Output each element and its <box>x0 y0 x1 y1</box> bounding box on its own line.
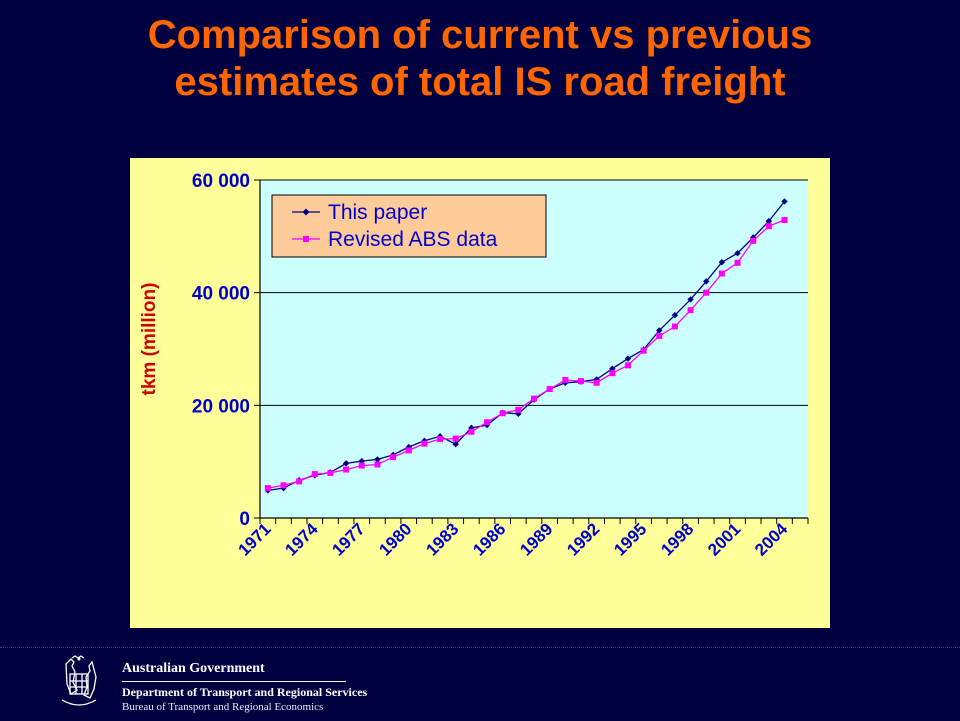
data-point <box>750 234 757 241</box>
data-point <box>734 250 741 257</box>
legend-box <box>271 194 547 258</box>
data-point <box>327 469 334 476</box>
org-name: Australian Government <box>122 661 265 676</box>
data-point <box>296 478 303 485</box>
data-point <box>624 355 632 362</box>
legend-marker <box>302 208 310 216</box>
data-point <box>264 485 271 492</box>
data-point <box>656 327 663 334</box>
data-point <box>593 379 600 386</box>
data-point <box>421 440 428 447</box>
data-point <box>718 270 725 277</box>
legend: This paper Revised ABS data <box>271 194 547 258</box>
data-point <box>515 406 522 413</box>
legend-label: This paper <box>328 201 427 224</box>
series-line <box>267 200 786 492</box>
y-tick-label: 60 000 <box>192 171 250 192</box>
data-point <box>390 454 397 461</box>
data-point <box>671 312 679 319</box>
slide-title-line2: estimates of total IS road freight <box>174 60 786 104</box>
data-point <box>765 223 772 230</box>
data-point <box>687 307 694 314</box>
legend-label: Revised ABS data <box>328 228 498 251</box>
series-line <box>267 219 785 489</box>
data-point <box>437 436 444 443</box>
legend-entry: This paper <box>292 201 427 224</box>
data-point <box>624 362 631 369</box>
gridlines <box>260 179 808 406</box>
data-point <box>750 237 757 244</box>
data-point <box>687 296 694 303</box>
data-point <box>546 385 553 392</box>
data-point <box>781 216 788 223</box>
data-point <box>734 259 741 266</box>
legend-marker <box>303 236 309 242</box>
data-point <box>531 395 537 402</box>
y-tick-label: 0 <box>239 509 250 530</box>
y-tick-label: 20 000 <box>192 396 250 417</box>
data-point <box>640 347 647 354</box>
data-point <box>374 456 381 463</box>
org-divider <box>122 681 346 682</box>
y-tick-label: 40 000 <box>192 284 250 305</box>
data-point <box>671 323 678 330</box>
data-point <box>781 198 788 205</box>
data-point <box>562 376 569 383</box>
data-point <box>499 410 506 417</box>
data-point <box>656 333 663 340</box>
coat-of-arms-icon <box>48 654 110 716</box>
data-point <box>343 466 350 473</box>
data-point <box>718 259 726 266</box>
slide-title: Comparison of current vs previous estima… <box>40 12 920 106</box>
data-point <box>468 428 475 435</box>
data-point <box>358 462 365 469</box>
series-revised-abs-data <box>264 216 788 492</box>
slide-title-line1: Comparison of current vs previous <box>147 13 813 57</box>
data-point <box>703 289 710 296</box>
chart: 0 20 000 40 000 60 000 1971 1974 1977 1980 1983 1… <box>130 158 830 628</box>
data-point <box>452 435 459 442</box>
data-point <box>311 471 318 478</box>
data-point <box>577 378 584 385</box>
data-point <box>405 447 412 454</box>
y-axis-label: tkm (million) <box>139 283 160 396</box>
data-point <box>484 419 491 426</box>
legend-entry: Revised ABS data <box>292 228 498 251</box>
data-point <box>452 441 459 448</box>
footer-divider <box>0 647 960 648</box>
data-point <box>280 482 287 489</box>
data-point <box>374 461 381 468</box>
data-point <box>609 370 616 377</box>
data-point <box>703 278 710 285</box>
bureau-name: Bureau of Transport and Regional Economi… <box>122 701 324 713</box>
department-name: Department of Transport and Regional Ser… <box>122 685 368 699</box>
data-point <box>765 217 773 225</box>
government-branding: Australian Government Department of Tran… <box>122 660 382 715</box>
